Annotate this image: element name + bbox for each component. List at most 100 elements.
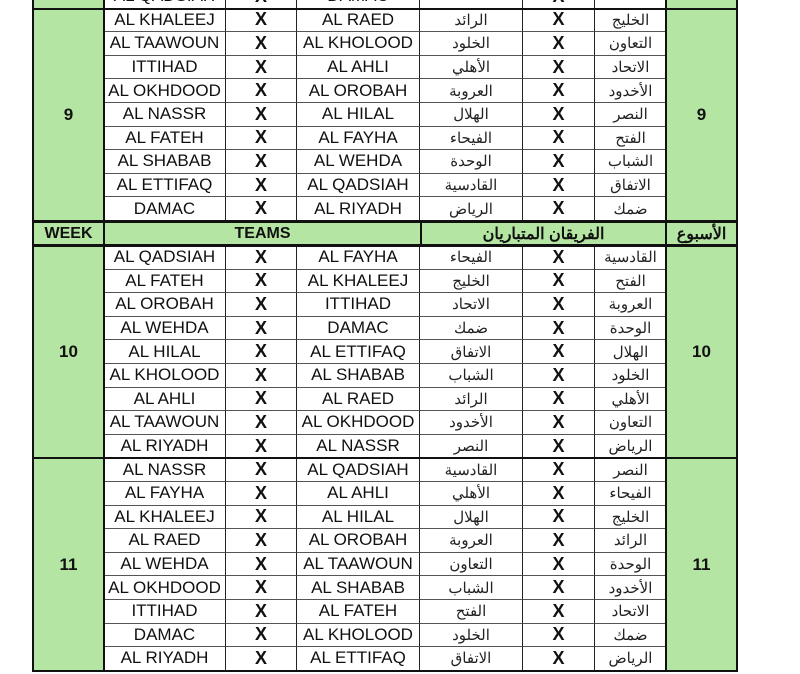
team-away-ar: الهلال (420, 103, 523, 127)
team-away-en: AL FAYHA (297, 246, 420, 270)
vs-separator: X (523, 126, 595, 151)
vs-separator: X (523, 269, 595, 294)
team-away-ar: الرائد (420, 387, 523, 412)
team-away-en: AL SHABAB (297, 576, 420, 600)
team-home-ar: الخليج (595, 505, 667, 530)
team-away-en: AL FATEH (297, 600, 420, 624)
team-home-ar: الاتفاق (595, 173, 667, 198)
team-home-en: AL ETTIFAQ (103, 173, 226, 198)
match-row: AL OKHDOOD X AL OROBAH العروبة X الأخدود (32, 79, 738, 103)
team-away-en: AL RIYADH (297, 197, 420, 221)
vs-separator: X (523, 434, 595, 459)
match-row: AL WEHDA X DAMAC ضمك X الوحدة (32, 316, 738, 341)
vs-separator: X (226, 246, 297, 270)
header-week-ar: الأسبوع (665, 221, 738, 246)
team-away-en: DAMAC (297, 0, 420, 9)
team-away-ar: النصر (420, 434, 523, 459)
team-home-ar: الرائد (595, 529, 667, 553)
match-row: AL AHLI X AL RAED الرائد X الأهلي (32, 387, 738, 412)
match-row: ITTIHAD X AL FATEH الفتح X الاتحاد (32, 600, 738, 624)
team-home-en: AL QADSIAH (103, 0, 226, 9)
vs-separator: X (226, 8, 297, 33)
vs-separator: X (226, 340, 297, 364)
vs-separator: X (226, 364, 297, 388)
team-away-en: AL RAED (297, 8, 420, 33)
vs-separator: X (226, 150, 297, 174)
team-home-ar: الوحدة (595, 316, 667, 341)
vs-separator: X (523, 364, 595, 388)
vs-separator: X (226, 103, 297, 127)
vs-separator: X (226, 576, 297, 600)
match-row: AL QADSIAH X AL FAYHA الفيحاء X القادسية (32, 246, 738, 270)
team-away-ar: الأهلي (420, 55, 523, 80)
team-home-en: AL NASSR (103, 103, 226, 127)
match-row: AL SHABAB X AL WEHDA الوحدة X الشباب (32, 150, 738, 174)
team-home-ar: الاتحاد (595, 55, 667, 80)
team-away-ar: الفتح (420, 600, 523, 624)
team-away-ar (420, 0, 523, 9)
vs-separator: X (226, 173, 297, 198)
team-away-ar: العروبة (420, 79, 523, 103)
team-home-en: AL WEHDA (103, 552, 226, 577)
team-home-en: AL FATEH (103, 269, 226, 294)
team-home-ar: الرياض (595, 434, 667, 459)
team-away-en: AL KHALEEJ (297, 269, 420, 294)
team-home-en: AL WEHDA (103, 316, 226, 341)
vs-separator: X (523, 8, 595, 33)
team-home-ar: الهلال (595, 340, 667, 364)
vs-separator: X (523, 600, 595, 624)
week-number-ar: 10 (665, 245, 738, 460)
vs-separator: X (226, 79, 297, 103)
vs-separator: X (523, 55, 595, 80)
vs-separator: X (523, 647, 595, 671)
vs-separator: X (523, 505, 595, 530)
team-away-en: AL HILAL (297, 103, 420, 127)
team-away-en: AL OROBAH (297, 79, 420, 103)
team-away-en: AL WEHDA (297, 150, 420, 174)
vs-separator: X (226, 505, 297, 530)
vs-separator: X (523, 103, 595, 127)
team-away-ar: الرائد (420, 8, 523, 33)
vs-separator: X (226, 600, 297, 624)
team-away-ar: القادسية (420, 458, 523, 482)
team-home-ar: الخليج (595, 8, 667, 33)
team-home-en: AL QADSIAH (103, 246, 226, 270)
vs-separator: X (523, 552, 595, 577)
team-away-en: AL QADSIAH (297, 458, 420, 482)
vs-separator: X (226, 55, 297, 80)
team-home-en: ITTIHAD (103, 600, 226, 624)
vs-separator: X (226, 387, 297, 412)
team-away-ar: الخلود (420, 32, 523, 56)
team-away-ar: الشباب (420, 576, 523, 600)
team-away-en: AL AHLI (297, 482, 420, 506)
vs-separator: X (226, 293, 297, 317)
team-home-ar: الخلود (595, 364, 667, 388)
vs-separator: X (523, 411, 595, 435)
vs-separator: X (226, 126, 297, 151)
match-row: AL NASSR X AL QADSIAH القادسية X النصر (32, 458, 738, 482)
team-home-ar: التعاون (595, 32, 667, 56)
team-home-ar (595, 0, 667, 9)
team-home-ar: النصر (595, 103, 667, 127)
team-away-ar: الشباب (420, 364, 523, 388)
team-home-ar: الفيحاء (595, 482, 667, 506)
team-away-ar: الرياض (420, 197, 523, 221)
team-home-en: DAMAC (103, 197, 226, 221)
team-away-ar: الهلال (420, 505, 523, 530)
header-row: WEEK TEAMS الفريقان المتباريان الأسبوع (32, 221, 738, 246)
team-home-en: AL NASSR (103, 458, 226, 482)
vs-separator: X (226, 411, 297, 435)
vs-separator: X (226, 623, 297, 648)
team-away-en: DAMAC (297, 316, 420, 341)
vs-separator: X (226, 32, 297, 56)
team-home-ar: العروبة (595, 293, 667, 317)
team-home-en: AL SHABAB (103, 150, 226, 174)
team-away-en: AL OROBAH (297, 529, 420, 553)
week-number-en: 10 (32, 245, 105, 460)
match-row: AL ETTIFAQ X AL QADSIAH القادسية X الاتفاق (32, 173, 738, 198)
header-teams-en: TEAMS (103, 221, 422, 246)
team-home-en: AL RAED (103, 529, 226, 553)
match-row: AL NASSR X AL HILAL الهلال X النصر (32, 103, 738, 127)
team-away-en: AL FAYHA (297, 126, 420, 151)
vs-separator: X (523, 246, 595, 270)
